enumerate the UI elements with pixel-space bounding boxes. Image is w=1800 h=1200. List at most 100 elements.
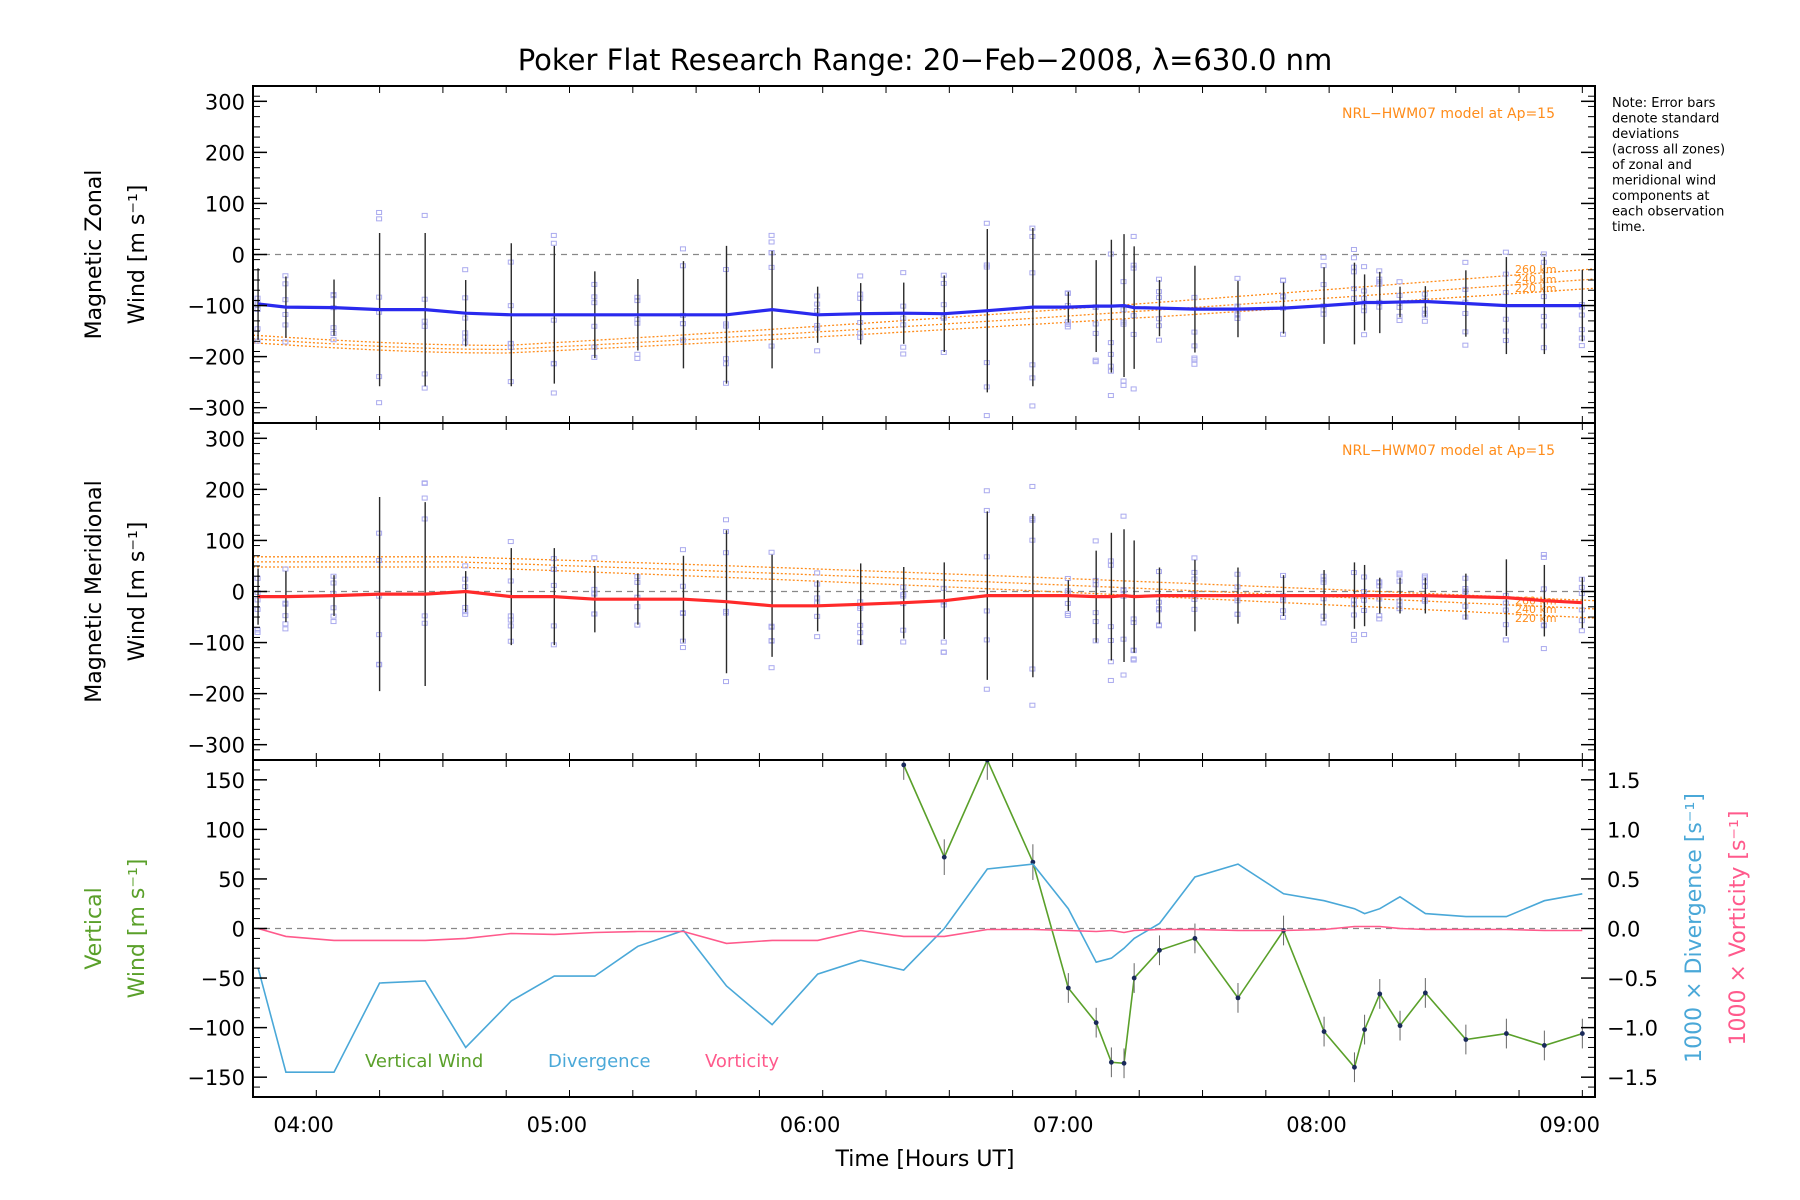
sample-marker (421, 480, 428, 486)
model-altitude-label: 240 km (1515, 273, 1557, 286)
sample-marker (900, 639, 907, 645)
note-line: (across all zones) (1612, 143, 1725, 158)
sample-marker (1502, 637, 1509, 643)
sample-marker (1540, 554, 1547, 560)
x-tick-label: 08:00 (1286, 1113, 1347, 1137)
data-point (1422, 990, 1428, 996)
sample-marker (1064, 324, 1071, 330)
data-point (1065, 985, 1071, 991)
data-point (1397, 1023, 1403, 1029)
sample-marker (1120, 382, 1127, 388)
sample-marker (1130, 657, 1137, 663)
y-tick-label: −50 (201, 967, 245, 991)
sample-marker (1396, 318, 1403, 324)
mean-wind-line (258, 589, 1583, 608)
y2-axis-label: 1000 × Divergence [s⁻¹] (1682, 793, 1707, 1063)
sample-marker (722, 517, 729, 523)
data-point (1503, 1031, 1509, 1036)
sample-marker (1361, 632, 1368, 638)
sample-marker (940, 649, 947, 655)
y-tick-label: 200 (205, 478, 245, 502)
sample-marker (1191, 555, 1198, 561)
legend-entry: Vertical Wind (365, 1051, 483, 1072)
sample-marker (814, 570, 821, 576)
sample-marker (1107, 393, 1114, 399)
sample-marker (1376, 616, 1383, 622)
sample-marker (1029, 483, 1036, 489)
y-tick-label: 0 (232, 581, 245, 605)
sample-marker (376, 400, 383, 406)
sample-marker (940, 639, 947, 645)
note-line: of zonal and (1612, 158, 1692, 173)
series-group (257, 760, 1585, 1083)
sample-marker (254, 627, 261, 633)
sample-marker (983, 220, 990, 226)
sample-marker (1155, 337, 1162, 343)
sample-marker (1540, 251, 1547, 257)
panel-vertical: Vertical Wind Divergence Vorticity 1.5 1.0 0.… (82, 759, 1751, 1098)
sample-marker (1540, 552, 1547, 558)
sample-marker (462, 267, 469, 273)
y2-tick-label: −1.0 (1607, 1017, 1658, 1041)
model-curve (252, 268, 1596, 347)
sample-marker (814, 634, 821, 640)
sample-marker (282, 566, 289, 572)
data-point (1157, 947, 1162, 953)
y2-tick-label: 1.5 (1607, 769, 1640, 793)
data-point (1108, 1059, 1114, 1065)
model-label: NRL−HWM07 model at Ap=15 (1342, 106, 1555, 122)
data-point (1093, 1020, 1099, 1026)
sample-marker (1280, 277, 1287, 283)
y2-tick-label: −0.5 (1607, 967, 1658, 991)
y-axis-label: Magnetic Zonal (82, 170, 107, 340)
sample-marker (1130, 656, 1137, 662)
sample-marker (1350, 637, 1357, 643)
data-point (1030, 859, 1036, 865)
sample-marker (591, 555, 598, 561)
chart-title: Poker Flat Research Range: 20−Feb−2008, … (518, 43, 1333, 77)
sample-marker (1578, 343, 1585, 349)
y-axis-label: Vertical (82, 887, 107, 969)
sample-marker (1120, 672, 1127, 678)
sample-marker (1350, 246, 1357, 252)
sample-marker (1155, 623, 1162, 629)
sample-marker (1064, 321, 1071, 327)
sample-marker (421, 385, 428, 391)
sample-marker (1361, 332, 1368, 338)
sample-marker (507, 539, 514, 545)
data-point (1541, 1043, 1547, 1048)
sample-marker (282, 626, 289, 632)
sample-marker (550, 240, 557, 246)
model-curve (252, 287, 1596, 354)
y-axis-label: Magnetic Meridional (82, 480, 107, 702)
x-tick-label: 07:00 (1033, 1113, 1094, 1137)
data-point (1131, 975, 1137, 981)
sample-marker (983, 413, 990, 419)
model-altitude-label: 240 km (1515, 603, 1557, 616)
sample-marker (1064, 611, 1071, 617)
sample-marker (1361, 264, 1368, 270)
sample-marker (768, 665, 775, 671)
data-point (1377, 991, 1383, 997)
data-point (1362, 1027, 1367, 1032)
sample-marker (282, 621, 289, 627)
sample-marker (722, 679, 729, 685)
y-tick-label: 300 (205, 427, 245, 451)
sample-marker (462, 563, 469, 569)
y-tick-label: 200 (205, 141, 245, 165)
sample-marker (1540, 646, 1547, 652)
sample-marker (330, 337, 337, 343)
y-axis-label: Wind [m s⁻¹] (125, 522, 150, 662)
sample-marker (1350, 255, 1357, 261)
sample-marker (1191, 361, 1198, 367)
sample-marker (1320, 620, 1327, 626)
sample-marker (1350, 631, 1357, 637)
sample-marker (1120, 378, 1127, 384)
legend-entry: Divergence (548, 1051, 651, 1072)
sample-marker (1092, 359, 1099, 365)
note-line: denote standard (1612, 112, 1719, 127)
data-point (1463, 1037, 1469, 1042)
